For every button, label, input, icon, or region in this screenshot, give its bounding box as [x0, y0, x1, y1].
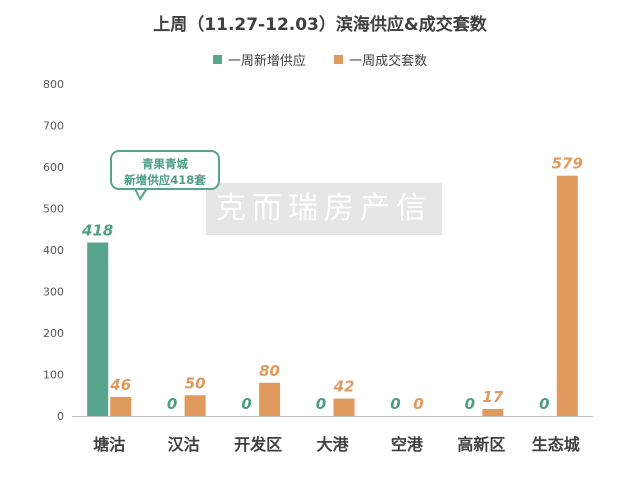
data-label-deals: 46	[109, 376, 131, 394]
data-label-deals: 50	[185, 374, 206, 392]
y-tick-label: 700	[43, 120, 64, 133]
y-tick-label: 300	[43, 286, 64, 299]
x-category-label: 空港	[391, 435, 424, 454]
annotation-line-2: 新增供应418套	[124, 173, 206, 187]
y-tick-label: 600	[43, 161, 64, 174]
y-tick-label: 200	[43, 327, 64, 340]
data-label-deals: 579	[552, 155, 583, 173]
chart-title: 上周（11.27-12.03）滨海供应&成交套数	[153, 15, 487, 35]
data-label-deals: 0	[413, 395, 423, 413]
legend-label-deals: 一周成交套数	[349, 54, 428, 69]
x-category-label: 大港	[316, 435, 349, 454]
x-category-label: 高新区	[457, 435, 505, 454]
x-category-label: 开发区	[234, 435, 282, 454]
bar-deals	[110, 396, 132, 416]
bar-deals	[259, 382, 281, 416]
data-label-deals: 80	[259, 362, 280, 380]
legend-label-supply: 一周新增供应	[227, 54, 306, 69]
y-tick-label: 400	[43, 244, 64, 257]
x-category-label: 汉沽	[168, 435, 200, 454]
bar-deals	[333, 398, 355, 416]
data-label-supply: 0	[241, 395, 251, 413]
annotation-line-1: 青果青城	[142, 157, 188, 171]
data-label-supply: 0	[316, 395, 326, 413]
legend-item-deals: 一周成交套数	[334, 50, 427, 69]
x-category-label: 生态城	[532, 435, 580, 454]
legend: 一周新增供应 一周成交套数	[0, 50, 640, 69]
watermark: 克而瑞房产信息	[206, 183, 442, 278]
annotation-callout: 青果青城 新增供应418套	[110, 150, 220, 190]
x-category-label: 塘沽	[93, 435, 125, 454]
y-tick-label: 100	[43, 369, 64, 382]
data-label-supply: 418	[81, 222, 113, 240]
y-tick-label: 500	[43, 203, 64, 216]
y-tick-label: 0	[57, 410, 64, 423]
y-tick-label: 800	[43, 78, 64, 91]
legend-swatch-supply	[212, 55, 222, 64]
data-label-supply: 0	[539, 395, 549, 413]
callout-tail-inner	[136, 188, 146, 197]
bar-deals	[482, 408, 504, 416]
legend-item-supply: 一周新增供应	[212, 50, 306, 69]
data-label-supply: 0	[465, 395, 475, 413]
legend-swatch-deals	[334, 55, 344, 64]
bar-supply	[87, 242, 109, 416]
data-label-supply: 0	[167, 395, 177, 413]
data-label-deals: 42	[333, 378, 355, 396]
data-label-supply: 0	[390, 395, 400, 413]
bar-deals	[184, 395, 206, 416]
bar-deals	[556, 175, 578, 416]
data-label-deals: 17	[482, 388, 503, 406]
